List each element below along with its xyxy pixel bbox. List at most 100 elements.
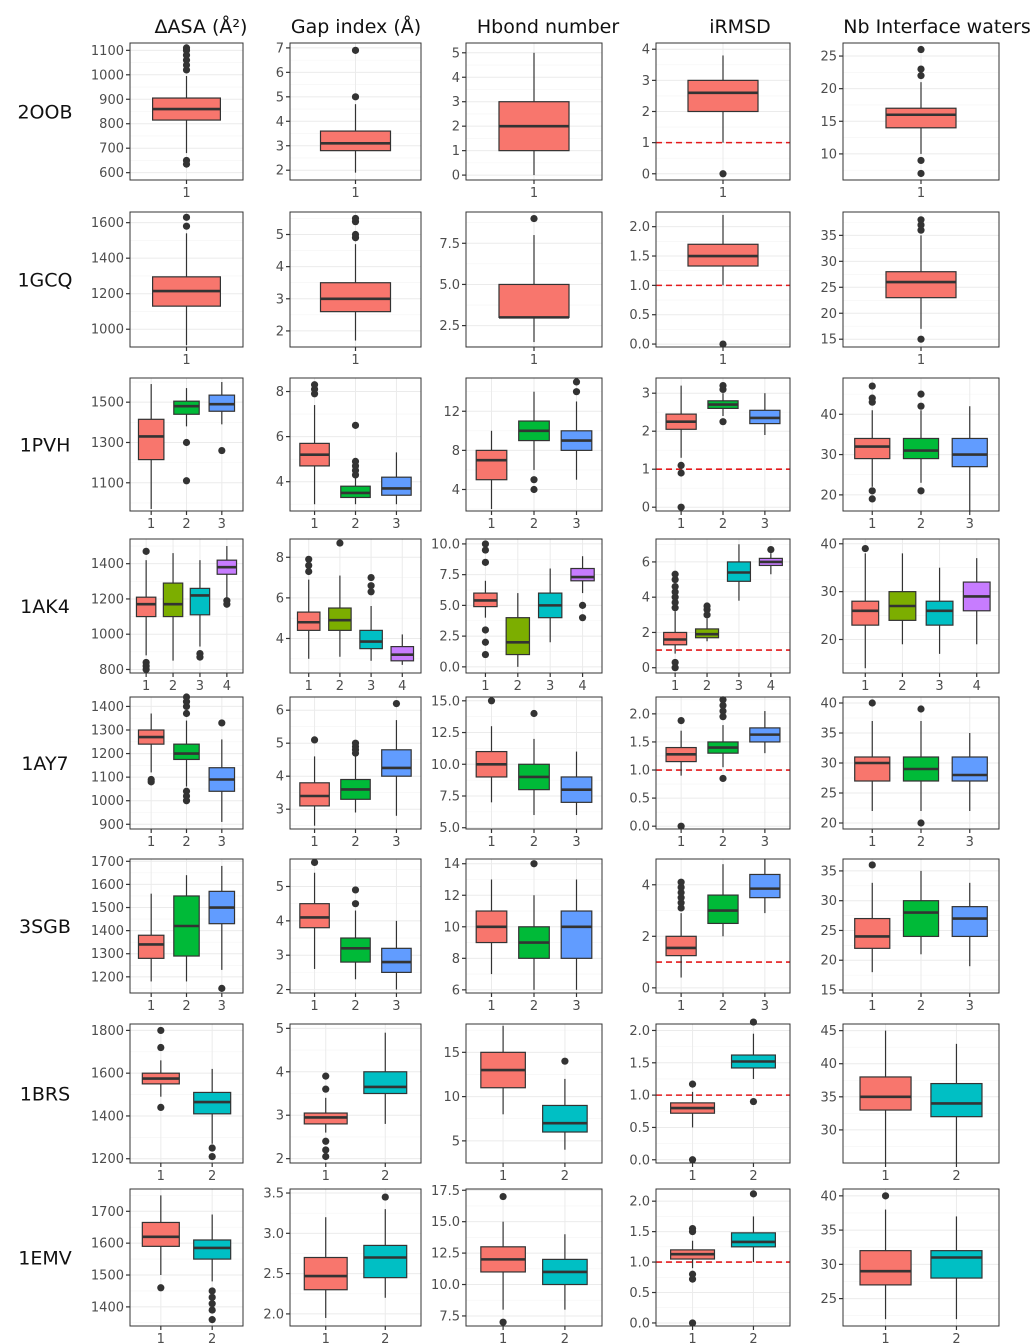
column-title-2: Gap index (Å) (291, 15, 421, 38)
x-tick-label: 1 (310, 835, 318, 850)
box-2 (340, 739, 371, 813)
outlier-point (677, 904, 685, 912)
box-1 (670, 1224, 716, 1327)
outlier-point (157, 1284, 165, 1292)
panel-frame (465, 377, 603, 512)
box-2 (902, 870, 940, 955)
y-tick-label: 12.5 (431, 726, 460, 741)
box-2 (505, 593, 531, 667)
y-tick-label: 1500 (91, 1269, 124, 1284)
box-1 (141, 1026, 180, 1111)
y-tick-label: 800 (99, 117, 124, 132)
box-4 (758, 545, 783, 575)
panel-1GCQ-3: 2.5 5.0 7.5 1 (439, 211, 603, 368)
x-tick-label: 2 (351, 517, 359, 532)
x-tick-label: 2 (208, 1169, 216, 1184)
x-tick-label: 1 (487, 835, 495, 850)
x-tick-label: 2 (182, 835, 190, 850)
outlier-point (677, 878, 685, 886)
box-3 (560, 879, 593, 990)
panel-1PVH-5: 20 30 40 1 2 3 (820, 377, 1000, 532)
y-tick-label: 900 (99, 818, 124, 833)
y-tick-label: 4 (276, 632, 284, 647)
panel-1EMV-1: 1400 1500 1600 1700 1 2 (91, 1188, 244, 1344)
box-1 (687, 55, 759, 178)
y-tick-label: 0.0 (629, 1153, 650, 1168)
outlier-point (688, 1080, 697, 1088)
y-tick-label: 10 (820, 147, 837, 162)
y-tick-label: 35 (820, 727, 837, 742)
panel-2OOB-5: 10 15 20 25 1 (820, 42, 1000, 201)
box-1 (319, 214, 392, 341)
panel-1AK4-2: 4 6 8 1 2 3 4 (276, 538, 422, 694)
outlier-point (182, 213, 191, 221)
x-tick-label: 1 (917, 186, 925, 201)
outlier-point (677, 461, 685, 469)
x-tick-label: 1 (481, 679, 489, 694)
y-tick-label: 20 (820, 82, 837, 97)
box-1 (152, 44, 222, 168)
box-1 (854, 699, 891, 811)
box-1 (137, 893, 165, 982)
box-3 (560, 751, 593, 816)
outlier-point (223, 600, 231, 608)
column-title-1: ΔASA (Å²) (155, 15, 248, 38)
column-title-4: iRMSD (709, 16, 771, 38)
y-tick-label: 1700 (91, 1205, 124, 1220)
panel-frame (129, 858, 244, 994)
outlier-point (182, 222, 191, 230)
outlier-point (868, 699, 876, 707)
outlier-point (677, 883, 685, 891)
y-tick-label: 1.0 (629, 1256, 650, 1271)
outlier-point (481, 626, 490, 634)
outlier-point (671, 658, 679, 667)
outlier-point (322, 1137, 330, 1145)
box-3 (749, 393, 781, 435)
outlier-point (671, 588, 679, 596)
box-2 (730, 1190, 776, 1263)
outlier-point (881, 1192, 890, 1200)
y-tick-label: 7.5 (439, 237, 460, 252)
outlier-point (481, 638, 490, 646)
y-tick-label: 1100 (91, 476, 124, 491)
x-tick-label: 2 (336, 679, 344, 694)
y-tick-label: 2.0 (629, 220, 650, 235)
box-1 (480, 1025, 526, 1115)
y-tick-label: 2 (642, 425, 650, 440)
outlier-point (481, 540, 490, 548)
y-tick-label: 1200 (91, 592, 124, 607)
y-tick-label: 15 (820, 333, 837, 348)
panel-frame (129, 211, 244, 348)
y-tick-label: 0.5 (629, 1286, 650, 1301)
outlier-point (917, 169, 925, 178)
y-tick-label: 2.5 (439, 630, 460, 645)
y-tick-label: 8 (276, 551, 284, 566)
box-1 (687, 214, 759, 348)
outlier-point (578, 601, 587, 609)
y-tick-label: 2.5 (439, 319, 460, 334)
box-2 (193, 1068, 232, 1161)
panel-1AY7-1: 900 1000 1100 1200 1300 1400 1 2 3 (91, 693, 244, 850)
outlier-point (142, 665, 150, 674)
panel-1AK4-4: 0 2 4 6 1 2 3 4 (642, 538, 791, 694)
box-1 (141, 1195, 180, 1292)
panel-frame (655, 538, 791, 674)
box-1 (296, 555, 321, 659)
box-2 (902, 705, 940, 827)
y-tick-label: 1000 (91, 323, 124, 338)
iqr-box (173, 400, 200, 415)
y-tick-label: 1600 (91, 878, 124, 893)
box-3 (189, 560, 211, 661)
y-tick-label: 5 (452, 1134, 460, 1149)
y-tick-label: 2.5 (263, 1267, 284, 1282)
box-2 (173, 875, 200, 982)
y-tick-label: 1500 (91, 901, 124, 916)
panel-1AY7-3: 5.0 7.5 10.0 12.5 15.0 1 2 3 (431, 694, 603, 850)
panel-1PVH-2: 4 6 8 1 2 3 (276, 377, 422, 532)
y-tick-label: 5.0 (439, 821, 460, 836)
outlier-point (703, 611, 711, 619)
y-tick-label: 6 (276, 430, 284, 445)
outlier-point (677, 716, 685, 725)
y-tick-label: 10.0 (431, 1278, 460, 1293)
x-tick-label: 1 (868, 999, 876, 1014)
